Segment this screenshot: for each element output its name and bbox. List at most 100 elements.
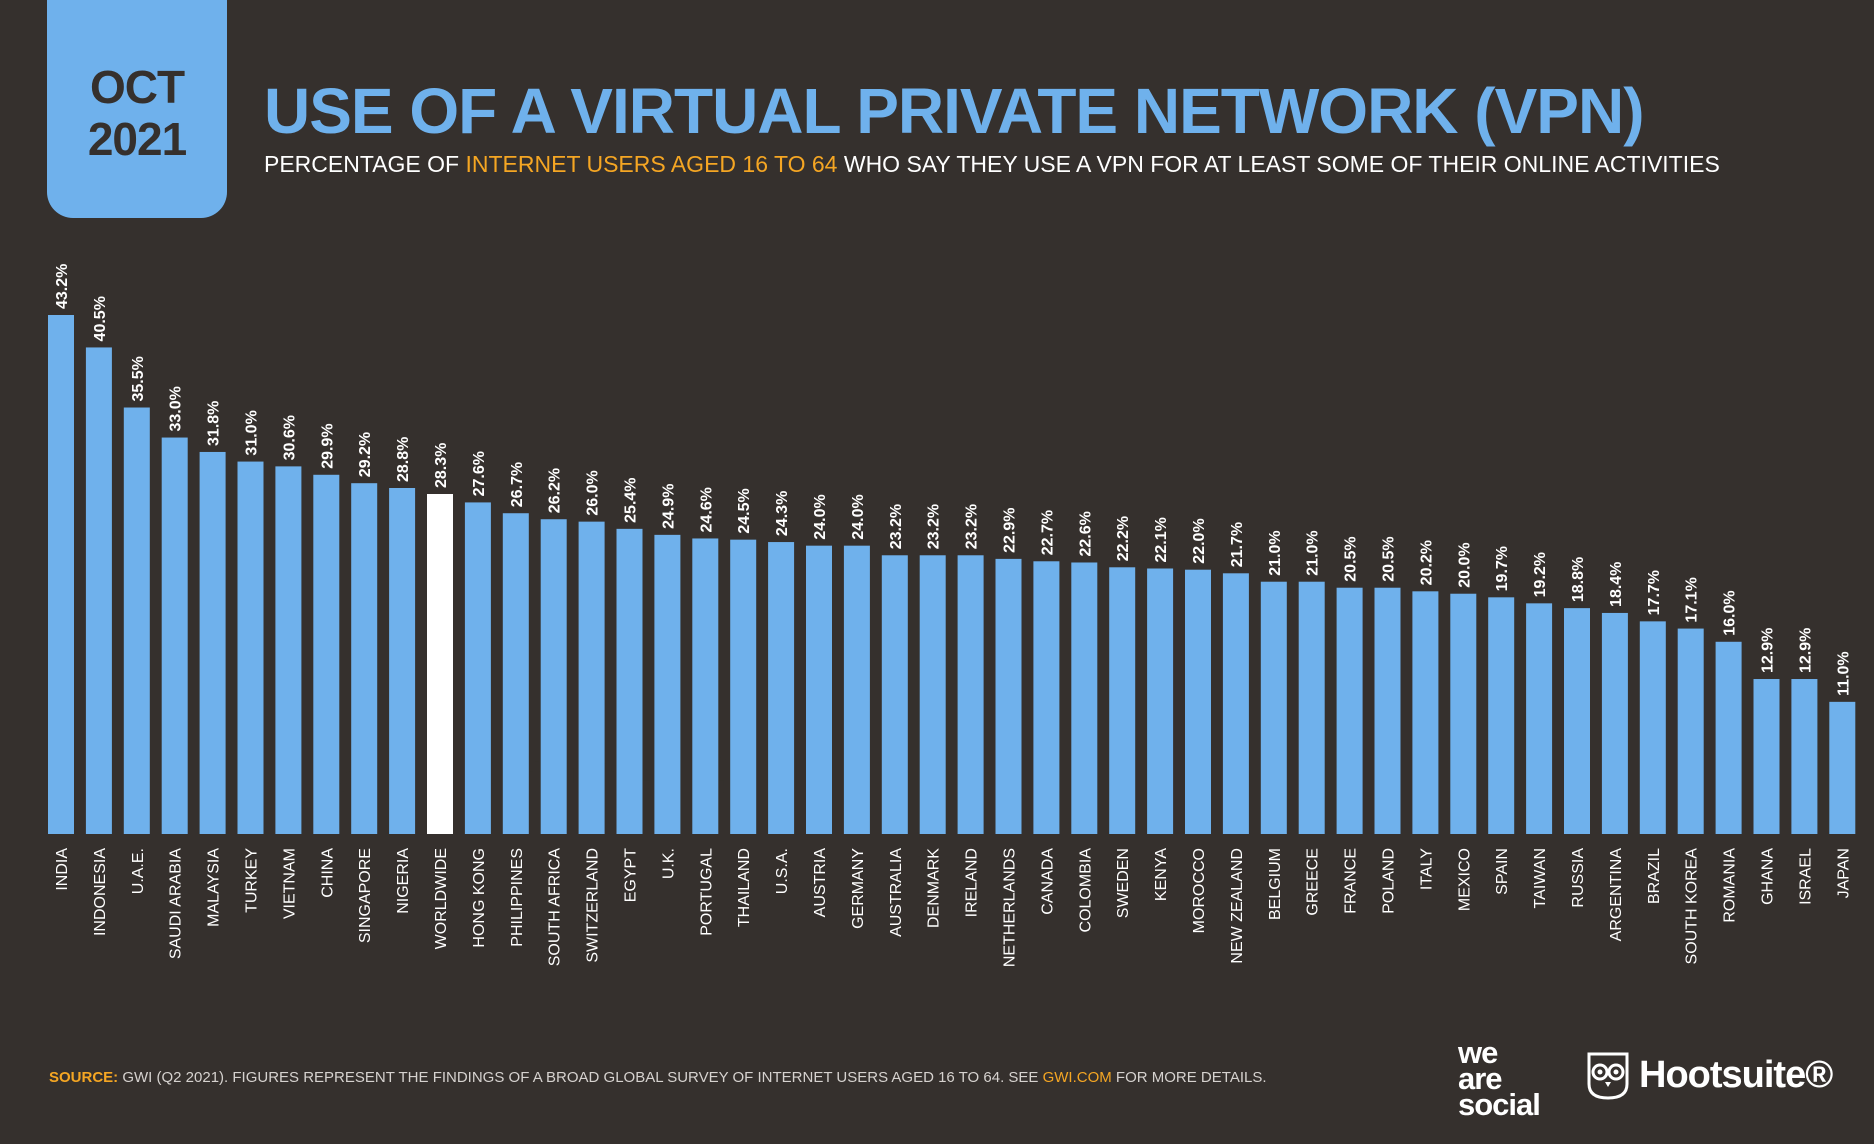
bar-poland <box>1374 587 1401 834</box>
value-label: 26.7% <box>509 462 526 507</box>
value-label: 23.2% <box>926 504 943 549</box>
category-label: TAIWAN <box>1532 848 1549 908</box>
value-label: 40.5% <box>92 296 109 341</box>
bar-thailand <box>730 539 757 834</box>
bar-philippines <box>502 513 529 834</box>
category-label: ARGENTINA <box>1608 848 1625 942</box>
value-label: 20.0% <box>1456 542 1473 587</box>
category-label: GHANA <box>1760 848 1777 905</box>
category-label: NETHERLANDS <box>1002 848 1019 967</box>
value-label: 22.6% <box>1077 511 1094 556</box>
we-are-social-logo: we are social <box>1458 1037 1541 1122</box>
bar-singapore <box>351 483 378 834</box>
bar-u-k- <box>654 534 681 834</box>
bar-kenya <box>1147 568 1174 834</box>
category-label: VIETNAM <box>281 848 298 919</box>
bar-sweden <box>1109 567 1136 834</box>
bar-u-s-a- <box>768 542 795 834</box>
value-label: 20.2% <box>1418 540 1435 585</box>
hootsuite-logo: Hootsuite® <box>1585 1050 1833 1100</box>
category-label: U.K. <box>660 848 677 879</box>
category-label: ISRAEL <box>1797 848 1814 905</box>
value-label: 22.1% <box>1153 517 1170 562</box>
source-label: SOURCE: <box>49 1069 119 1086</box>
subtitle-part2: WHO SAY THEY USE A VPN FOR AT LEAST SOME… <box>837 151 1720 177</box>
bar-argentina <box>1601 612 1628 834</box>
value-label: 31.0% <box>244 410 261 455</box>
category-label: KENYA <box>1153 848 1170 901</box>
bar-japan <box>1829 701 1856 834</box>
bar-ghana <box>1753 679 1780 834</box>
bar-italy <box>1412 591 1439 834</box>
bar-south-korea <box>1677 628 1704 834</box>
source-link[interactable]: GWI.COM <box>1042 1069 1112 1086</box>
bar-belgium <box>1260 581 1287 834</box>
value-label: 24.9% <box>660 483 677 528</box>
category-label: SWEDEN <box>1115 848 1132 918</box>
bar-netherlands <box>995 558 1022 834</box>
category-label: U.S.A. <box>774 848 791 894</box>
page-title: USE OF A VIRTUAL PRIVATE NETWORK (VPN) <box>264 75 1644 147</box>
category-label: MEXICO <box>1456 848 1473 911</box>
category-label: U.A.E. <box>130 848 147 894</box>
value-label: 28.8% <box>395 437 412 482</box>
category-label: TURKEY <box>244 848 261 913</box>
category-label: AUSTRALIA <box>888 848 905 937</box>
value-label: 24.3% <box>774 491 791 536</box>
category-label: SOUTH KOREA <box>1684 848 1701 965</box>
category-label: FRANCE <box>1343 848 1360 914</box>
value-label: 29.9% <box>319 423 336 468</box>
category-label: INDIA <box>54 848 71 891</box>
category-label: NEW ZEALAND <box>1229 848 1246 964</box>
value-label: 21.0% <box>1305 530 1322 575</box>
bar-malaysia <box>199 451 226 834</box>
value-label: 24.6% <box>698 487 715 532</box>
category-label: JAPAN <box>1835 848 1852 898</box>
category-label: SWITZERLAND <box>585 848 602 963</box>
bar-morocco <box>1185 569 1211 834</box>
logo-was-line3: social <box>1458 1087 1541 1122</box>
category-label: BRAZIL <box>1646 848 1663 904</box>
bar-worldwide <box>427 494 453 834</box>
value-label: 26.2% <box>547 468 564 513</box>
value-label: 25.4% <box>623 477 640 522</box>
bar-new-zealand <box>1222 573 1249 834</box>
value-label: 21.7% <box>1229 522 1246 567</box>
category-label: INDONESIA <box>92 848 109 936</box>
bar-hong-kong <box>464 502 491 834</box>
bar-austria <box>806 545 832 834</box>
owl-icon <box>1587 1052 1629 1100</box>
value-label: 18.4% <box>1608 562 1625 607</box>
bar-taiwan <box>1526 603 1553 834</box>
value-label: 20.5% <box>1343 536 1360 581</box>
bar-israel <box>1791 679 1818 834</box>
bar-ireland <box>957 555 984 834</box>
value-label: 17.7% <box>1646 570 1663 615</box>
bar-brazil <box>1639 621 1666 834</box>
category-label: MOROCCO <box>1191 848 1208 933</box>
category-label: ITALY <box>1418 848 1435 890</box>
bar-spain <box>1488 597 1515 834</box>
category-label: CANADA <box>1039 848 1056 915</box>
category-label: THAILAND <box>736 848 753 927</box>
bar-indonesia <box>85 347 112 834</box>
category-label: ROMANIA <box>1722 848 1739 923</box>
value-label: 24.0% <box>812 494 829 539</box>
value-label: 16.0% <box>1722 590 1739 635</box>
category-label: SPAIN <box>1494 848 1511 895</box>
value-label: 28.3% <box>433 443 450 488</box>
page-subtitle: PERCENTAGE OF INTERNET USERS AGED 16 TO … <box>264 151 1720 178</box>
bar-germany <box>843 545 870 834</box>
value-label: 23.2% <box>964 504 981 549</box>
value-label: 27.6% <box>471 451 488 496</box>
category-label: RUSSIA <box>1570 848 1587 908</box>
category-label: MALAYSIA <box>206 848 223 927</box>
value-label: 12.9% <box>1760 628 1777 673</box>
value-label: 11.0% <box>1835 651 1852 695</box>
category-label: GREECE <box>1305 848 1322 916</box>
category-label: PORTUGAL <box>698 848 715 936</box>
bar-u-a-e- <box>123 407 150 834</box>
bar-india <box>48 315 74 834</box>
value-label: 19.2% <box>1532 552 1549 597</box>
